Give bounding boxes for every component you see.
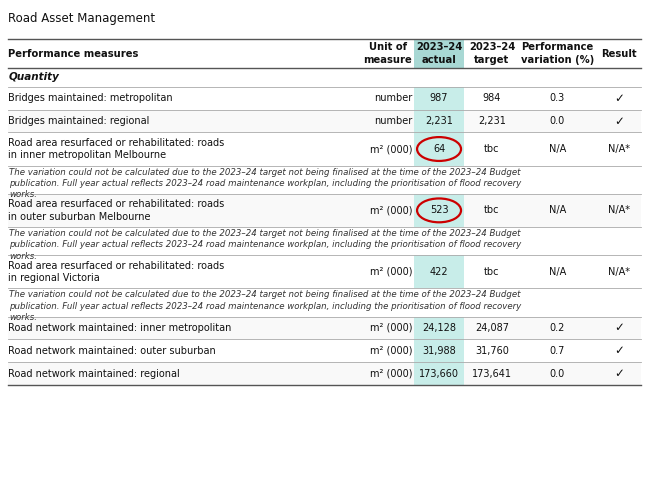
FancyBboxPatch shape bbox=[8, 110, 641, 132]
FancyBboxPatch shape bbox=[8, 194, 641, 227]
Text: 987: 987 bbox=[430, 93, 448, 103]
Text: 173,641: 173,641 bbox=[472, 369, 512, 379]
FancyBboxPatch shape bbox=[414, 39, 464, 68]
Text: tbc: tbc bbox=[484, 267, 500, 277]
Text: tbc: tbc bbox=[484, 206, 500, 215]
FancyBboxPatch shape bbox=[414, 194, 464, 227]
Text: 24,087: 24,087 bbox=[475, 323, 509, 333]
Text: 2023–24
actual: 2023–24 actual bbox=[416, 42, 462, 65]
Text: m² (000): m² (000) bbox=[370, 144, 412, 154]
FancyBboxPatch shape bbox=[8, 87, 641, 110]
Text: The variation could not be calculated due to the 2023–24 target not being finali: The variation could not be calculated du… bbox=[9, 229, 521, 261]
Text: 0.3: 0.3 bbox=[550, 93, 565, 103]
Text: 2023–24
target: 2023–24 target bbox=[469, 42, 515, 65]
FancyBboxPatch shape bbox=[414, 255, 464, 288]
FancyBboxPatch shape bbox=[414, 110, 464, 132]
Text: 173,660: 173,660 bbox=[419, 369, 459, 379]
Text: Road Asset Management: Road Asset Management bbox=[8, 12, 155, 25]
Text: 0.2: 0.2 bbox=[550, 323, 565, 333]
Text: m² (000): m² (000) bbox=[370, 206, 412, 215]
FancyBboxPatch shape bbox=[8, 255, 641, 288]
Text: number: number bbox=[374, 93, 412, 103]
Text: 2,231: 2,231 bbox=[425, 116, 453, 126]
Text: Performance
variation (%): Performance variation (%) bbox=[521, 42, 594, 65]
Text: 0.0: 0.0 bbox=[550, 116, 565, 126]
Text: 984: 984 bbox=[483, 93, 501, 103]
Text: Road network maintained: inner metropolitan: Road network maintained: inner metropoli… bbox=[8, 323, 231, 333]
Text: Quantity: Quantity bbox=[9, 73, 60, 82]
Text: N/A: N/A bbox=[549, 144, 566, 154]
Text: Unit of
measure: Unit of measure bbox=[363, 42, 412, 65]
Text: 64: 64 bbox=[433, 144, 445, 154]
Text: number: number bbox=[374, 116, 412, 126]
Text: N/A: N/A bbox=[549, 206, 566, 215]
FancyBboxPatch shape bbox=[414, 339, 464, 362]
Text: 2,231: 2,231 bbox=[478, 116, 506, 126]
Text: 0.7: 0.7 bbox=[550, 346, 565, 356]
FancyBboxPatch shape bbox=[8, 339, 641, 362]
Text: 523: 523 bbox=[430, 206, 448, 215]
FancyBboxPatch shape bbox=[8, 362, 641, 385]
FancyBboxPatch shape bbox=[414, 132, 464, 166]
Text: m² (000): m² (000) bbox=[370, 267, 412, 277]
FancyBboxPatch shape bbox=[8, 132, 641, 166]
FancyBboxPatch shape bbox=[414, 317, 464, 339]
Text: m² (000): m² (000) bbox=[370, 369, 412, 379]
Text: 0.0: 0.0 bbox=[550, 369, 565, 379]
Text: 24,128: 24,128 bbox=[422, 323, 456, 333]
Text: Road network maintained: outer suburban: Road network maintained: outer suburban bbox=[8, 346, 215, 356]
Text: ✓: ✓ bbox=[614, 367, 624, 380]
Text: N/A: N/A bbox=[549, 267, 566, 277]
FancyBboxPatch shape bbox=[414, 362, 464, 385]
Text: m² (000): m² (000) bbox=[370, 346, 412, 356]
Text: Road area resurfaced or rehabilitated: roads
in regional Victoria: Road area resurfaced or rehabilitated: r… bbox=[8, 261, 224, 283]
Text: ✓: ✓ bbox=[614, 321, 624, 335]
Text: Road area resurfaced or rehabilitated: roads
in inner metropolitan Melbourne: Road area resurfaced or rehabilitated: r… bbox=[8, 138, 224, 160]
Text: 422: 422 bbox=[430, 267, 448, 277]
Text: Performance measures: Performance measures bbox=[8, 49, 138, 58]
Text: ✓: ✓ bbox=[614, 114, 624, 128]
Text: N/A*: N/A* bbox=[608, 267, 630, 277]
Text: Road area resurfaced or rehabilitated: roads
in outer suburban Melbourne: Road area resurfaced or rehabilitated: r… bbox=[8, 199, 224, 222]
Text: N/A*: N/A* bbox=[608, 144, 630, 154]
Text: 31,988: 31,988 bbox=[422, 346, 456, 356]
Text: ✓: ✓ bbox=[614, 92, 624, 105]
FancyBboxPatch shape bbox=[414, 87, 464, 110]
Text: Bridges maintained: metropolitan: Bridges maintained: metropolitan bbox=[8, 93, 173, 103]
Text: ✓: ✓ bbox=[614, 344, 624, 357]
FancyBboxPatch shape bbox=[8, 317, 641, 339]
Text: Result: Result bbox=[602, 49, 637, 58]
Text: Bridges maintained: regional: Bridges maintained: regional bbox=[8, 116, 149, 126]
Text: The variation could not be calculated due to the 2023–24 target not being finali: The variation could not be calculated du… bbox=[9, 168, 521, 200]
Text: 31,760: 31,760 bbox=[475, 346, 509, 356]
Text: The variation could not be calculated due to the 2023–24 target not being finali: The variation could not be calculated du… bbox=[9, 290, 521, 322]
Text: Road network maintained: regional: Road network maintained: regional bbox=[8, 369, 180, 379]
Text: m² (000): m² (000) bbox=[370, 323, 412, 333]
Text: N/A*: N/A* bbox=[608, 206, 630, 215]
Text: tbc: tbc bbox=[484, 144, 500, 154]
